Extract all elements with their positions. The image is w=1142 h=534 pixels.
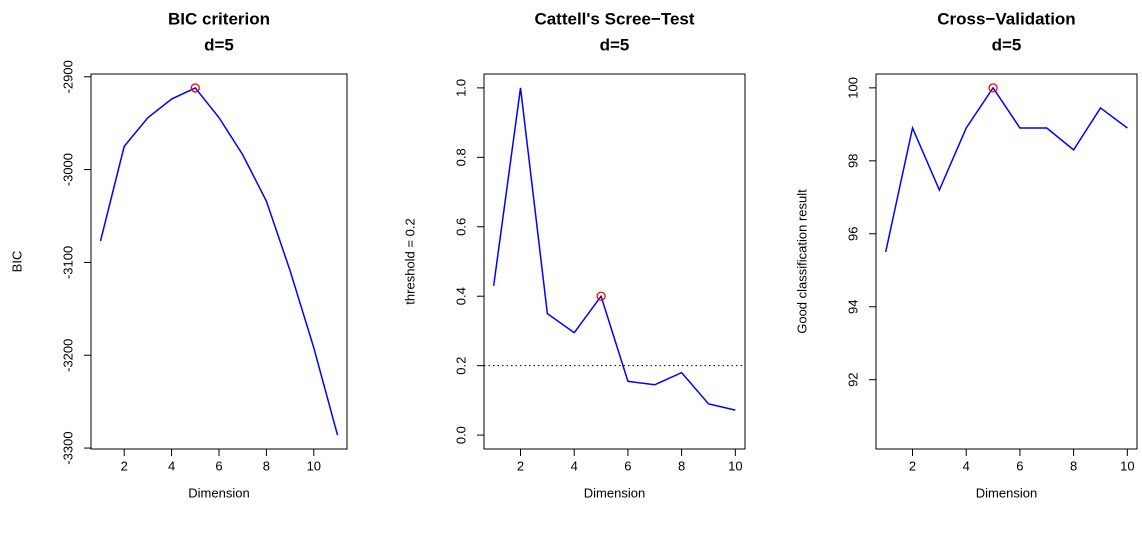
y-tick-label: 92 bbox=[845, 372, 860, 386]
y-axis-label: Good classification result bbox=[794, 189, 809, 334]
y-tick-label: 98 bbox=[845, 154, 860, 168]
plot-box bbox=[483, 73, 746, 450]
y-tick-label: -3300 bbox=[60, 431, 75, 464]
chart-subtitle: d=5 bbox=[204, 35, 234, 54]
y-tick-label: 0.6 bbox=[453, 218, 468, 236]
data-line bbox=[492, 87, 736, 411]
selected-point bbox=[596, 291, 606, 301]
x-tick-label: 4 bbox=[963, 458, 970, 473]
selected-point bbox=[190, 83, 200, 93]
x-tick-label: 10 bbox=[1120, 458, 1134, 473]
x-tick-label: 8 bbox=[678, 458, 685, 473]
x-axis-label: Dimension bbox=[188, 485, 249, 500]
data-line bbox=[884, 86, 1128, 253]
x-tick-label: 2 bbox=[517, 458, 524, 473]
y-tick-label: -3000 bbox=[60, 153, 75, 186]
y-tick-label: -3200 bbox=[60, 339, 75, 372]
y-axis-label: BIC bbox=[9, 251, 24, 273]
chart-subtitle: d=5 bbox=[600, 35, 630, 54]
selected-point bbox=[988, 83, 998, 93]
x-tick-label: 10 bbox=[307, 458, 321, 473]
x-tick-label: 4 bbox=[571, 458, 578, 473]
chart-title: BIC criterion bbox=[168, 9, 270, 28]
y-tick-label: -2900 bbox=[60, 60, 75, 93]
y-tick-label: 96 bbox=[845, 227, 860, 241]
y-tick-label: 100 bbox=[845, 77, 860, 99]
x-tick-label: 4 bbox=[168, 458, 175, 473]
chart-title: Cattell's Scree−Test bbox=[534, 9, 694, 28]
x-tick-label: 6 bbox=[1016, 458, 1023, 473]
y-tick-label: 0.0 bbox=[453, 426, 468, 444]
x-tick-label: 8 bbox=[263, 458, 270, 473]
plot-box bbox=[875, 73, 1138, 450]
y-tick-label: 0.4 bbox=[453, 287, 468, 305]
y-tick-label: 1.0 bbox=[453, 79, 468, 97]
data-line bbox=[99, 86, 339, 436]
chart-subtitle: d=5 bbox=[992, 35, 1022, 54]
x-tick-label: 10 bbox=[728, 458, 742, 473]
y-tick-label: 94 bbox=[845, 299, 860, 313]
y-axis-label: threshold = 0.2 bbox=[402, 218, 417, 304]
plot-box bbox=[90, 73, 348, 450]
x-tick-label: 2 bbox=[909, 458, 916, 473]
chart-title: Cross−Validation bbox=[937, 9, 1075, 28]
x-axis-label: Dimension bbox=[976, 485, 1037, 500]
x-tick-label: 8 bbox=[1070, 458, 1077, 473]
x-tick-label: 6 bbox=[215, 458, 222, 473]
x-tick-label: 6 bbox=[624, 458, 631, 473]
y-tick-label: 0.8 bbox=[453, 148, 468, 166]
x-tick-label: 2 bbox=[121, 458, 128, 473]
y-tick-label: -3100 bbox=[60, 246, 75, 279]
x-axis-label: Dimension bbox=[584, 485, 645, 500]
y-tick-label: 0.2 bbox=[453, 357, 468, 375]
